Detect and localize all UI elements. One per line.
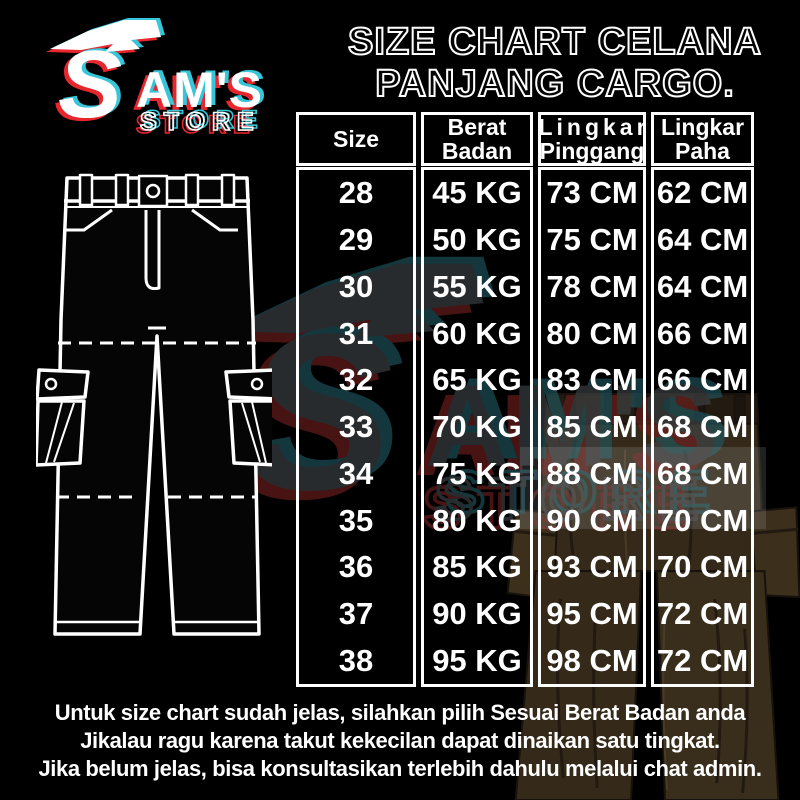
table-cell-lingkar-paha-row-9: 72 CM: [656, 595, 749, 631]
header-label: Badan: [441, 138, 513, 165]
cargo-pants-line-drawing: [36, 173, 272, 636]
table-cell-lingkar-pinggang-row-7: 90 CM: [546, 502, 638, 538]
watermark-ams: AM'S: [437, 354, 732, 484]
footer-note: Untuk size chart sudah jelas, silahkan p…: [0, 699, 800, 783]
logo-store: STORE: [136, 111, 257, 139]
header-label: Berat: [447, 114, 507, 140]
size-table-header: Size Berat Badan Lingkar Pinggang Lingkar Paha: [296, 112, 754, 167]
table-cell-lingkar-pinggang-row-9: 95 CM: [546, 595, 638, 631]
table-cell-size-row-8: 36: [338, 549, 374, 585]
table-cell-lingkar-paha-row-8: 70 CM: [656, 549, 749, 585]
footer-line-2: Jikalau ragu karena takut kekecilan dapa…: [80, 728, 720, 753]
size-table: Size Berat Badan Lingkar Pinggang Lingkar Paha…: [296, 112, 754, 687]
table-cell-size-row-6: 34: [338, 455, 374, 491]
table-cell-berat-badan-row-9: 90 KG: [432, 595, 522, 631]
table-cell-size-row-5: 33: [338, 409, 374, 445]
table-cell-lingkar-pinggang-row-5: 85 CM: [546, 409, 638, 445]
watermark-ams: AM'S: [414, 370, 709, 500]
table-cell-berat-badan-row-8: 85 KG: [432, 549, 522, 585]
table-column-size: 28 29 30 31 32 33 34 35 36 37 38: [296, 167, 416, 687]
header-label: Size: [332, 126, 380, 153]
logo-store: STORE: [140, 108, 261, 136]
table-cell-lingkar-pinggang-row-2: 78 CM: [546, 268, 638, 304]
table-cell-berat-badan-row-5: 70 KG: [432, 409, 522, 445]
size-table-body: 28 29 30 31 32 33 34 35 36 37 38 45 KG 50 KG 55 KG 60 …: [296, 167, 754, 687]
logo-ams: AM'S: [140, 60, 267, 116]
table-cell-lingkar-pinggang-row-4: 83 CM: [546, 362, 638, 398]
table-cell-size-row-9: 37: [338, 595, 374, 631]
table-cell-berat-badan-row-0: 45 KG: [432, 175, 522, 211]
logo-s: S: [58, 31, 122, 138]
title-line-2: PANJANG CARGO.: [375, 63, 735, 105]
header-cell-lingkar-pinggang: Lingkar Pinggang: [538, 112, 650, 167]
footer-line-3: Jika belum jelas, bisa konsultasikan ter…: [38, 756, 762, 781]
table-cell-berat-badan-row-4: 65 KG: [432, 362, 522, 398]
table-cell-lingkar-paha-row-10: 72 CM: [656, 642, 749, 678]
header-cell-berat-badan: Berat Badan: [421, 112, 533, 167]
footer-line-1: Untuk size chart sudah jelas, silahkan p…: [54, 700, 746, 725]
table-cell-berat-badan-row-1: 50 KG: [432, 222, 522, 258]
table-cell-size-row-3: 31: [338, 315, 374, 351]
table-cell-lingkar-pinggang-row-0: 73 CM: [546, 175, 638, 211]
header-label: Pinggang: [539, 138, 645, 165]
logo-ams: AM'S: [136, 62, 263, 118]
table-cell-size-row-0: 28: [338, 175, 374, 211]
logo-s: S: [54, 34, 118, 141]
table-cell-lingkar-paha-row-4: 66 CM: [656, 362, 749, 398]
table-cell-lingkar-pinggang-row-1: 75 CM: [546, 222, 638, 258]
table-column-lingkar-pinggang: 73 CM 75 CM 78 CM 80 CM 83 CM 85 CM 88 CM 90 CM…: [538, 167, 646, 687]
table-cell-lingkar-paha-row-1: 64 CM: [656, 222, 749, 258]
table-cell-berat-badan-row-2: 55 KG: [432, 268, 522, 304]
table-cell-size-row-10: 38: [338, 642, 374, 678]
table-cell-size-row-7: 35: [338, 502, 374, 538]
logo-store: STORE: [144, 106, 265, 134]
header-label: Lingkar: [660, 114, 745, 140]
table-cell-lingkar-paha-row-5: 68 CM: [656, 409, 749, 445]
table-cell-size-row-4: 32: [338, 362, 374, 398]
header-cell-size: Size: [296, 112, 416, 167]
poster-title: SIZE CHART CELANA PANJANG CARGO.: [347, 20, 762, 106]
header-label: Paha: [675, 138, 730, 165]
table-cell-berat-badan-row-7: 80 KG: [432, 502, 522, 538]
table-cell-lingkar-pinggang-row-8: 93 CM: [546, 549, 638, 585]
header-label: Lingkar: [538, 114, 650, 140]
title-line-1: SIZE CHART CELANA: [348, 21, 762, 63]
table-cell-lingkar-paha-row-2: 64 CM: [656, 268, 749, 304]
table-cell-size-row-1: 29: [338, 222, 374, 258]
table-cell-lingkar-pinggang-row-6: 88 CM: [546, 455, 638, 491]
table-cell-size-row-2: 30: [338, 268, 374, 304]
table-cell-berat-badan-row-3: 60 KG: [432, 315, 522, 351]
table-cell-lingkar-paha-row-3: 66 CM: [656, 315, 749, 351]
watermark-store: STORE: [435, 467, 715, 532]
table-cell-berat-badan-row-6: 75 KG: [432, 455, 522, 491]
table-cell-lingkar-paha-row-7: 70 CM: [656, 502, 749, 538]
header-cell-lingkar-paha: Lingkar Paha: [651, 112, 754, 167]
table-cell-lingkar-pinggang-row-10: 98 CM: [546, 642, 638, 678]
brand-logo: S AM'S STORE S AM'S STORE S AM'S STORE: [38, 14, 288, 141]
watermark-store: STORE: [446, 460, 726, 525]
table-cell-berat-badan-row-10: 95 KG: [432, 642, 522, 678]
table-column-lingkar-paha: 62 CM 64 CM 64 CM 66 CM 66 CM 68 CM 68 CM 70 CM…: [651, 167, 754, 687]
table-cell-lingkar-pinggang-row-3: 80 CM: [546, 315, 638, 351]
table-cell-lingkar-paha-row-6: 68 CM: [656, 455, 749, 491]
logo-ams: AM'S: [132, 65, 259, 121]
table-column-berat-badan: 45 KG 50 KG 55 KG 60 KG 65 KG 70 KG 75 KG 80 KG…: [421, 167, 533, 687]
table-cell-lingkar-paha-row-0: 62 CM: [656, 175, 749, 211]
watermark-ams: AM'S: [425, 361, 720, 491]
